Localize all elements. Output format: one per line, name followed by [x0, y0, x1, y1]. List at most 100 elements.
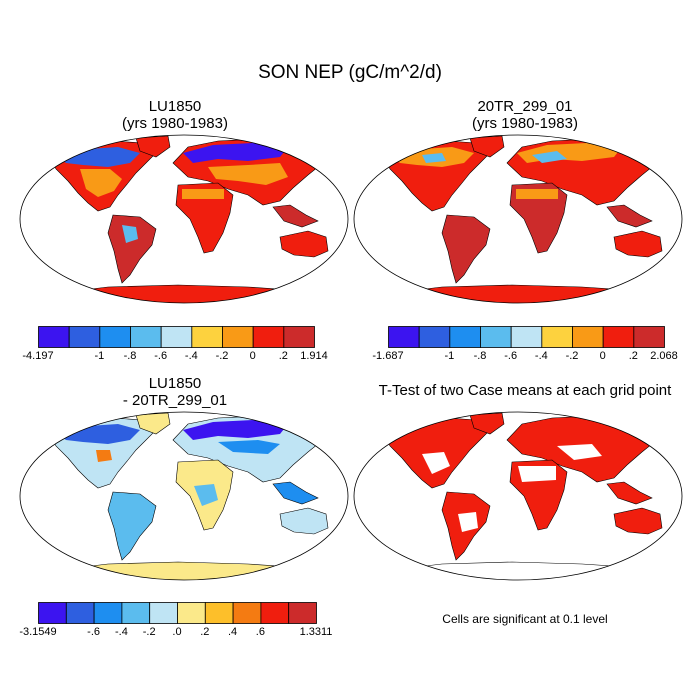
colorbar-1-swatch-6: [222, 326, 254, 348]
panel-1-title-line1: LU1850: [148, 98, 202, 115]
colorbar-3-label-5: .2: [200, 626, 210, 638]
map-3-us-patch: [96, 450, 112, 462]
colorbar-1-swatch-3: [130, 326, 162, 348]
map-1-sahara: [182, 189, 224, 199]
map-1-north-america-interior: [80, 169, 122, 197]
map-4-north-america-gap: [422, 452, 450, 474]
map-4-antarctica: [370, 561, 673, 580]
colorbar-2-label-1: -1: [444, 350, 455, 362]
colorbar-3-swatch-0: [38, 602, 67, 624]
colorbar-3-swatch-7: [232, 602, 262, 624]
panel-4-title: T-Test of two Case means at each grid po…: [378, 382, 672, 399]
panel-1-title-line2: (yrs 1980-1983): [122, 115, 228, 132]
colorbar-1-swatch-8: [283, 326, 315, 348]
colorbar-1-swatch-2: [99, 326, 131, 348]
map-panel-4: [353, 411, 683, 581]
colorbar-3-label-6: .4: [228, 626, 238, 638]
map-4-border: [353, 411, 683, 581]
map-3-eurasia-boreal: [183, 420, 288, 440]
colorbar-1-swatch-1: [68, 326, 101, 348]
colorbar-2: -1.687 -1 -.8 -.6 -.4 -.2 0 .2 2.068: [372, 326, 678, 363]
colorbar-2-label-2: -.8: [473, 350, 487, 362]
map-4-africa-gap: [518, 466, 556, 482]
panel-2-title: 20TR_299_01 (yrs 1980-1983): [410, 98, 640, 132]
map-panel-2: [353, 134, 683, 304]
map-4-south-america-gap: [458, 512, 478, 532]
colorbar-1-label-2: -.8: [123, 350, 137, 362]
colorbar-1-swatch-5: [191, 326, 223, 348]
colorbar-2-swatch-3: [480, 326, 512, 348]
map-1-eurasia-boreal: [183, 143, 288, 163]
colorbar-2-swatch-0: [388, 326, 420, 348]
colorbar-3-swatch-4: [149, 602, 178, 624]
colorbar-2-swatches: [388, 326, 665, 348]
colorbar-1: -4.197 -1 -.8 -.6 -.4 -.2 0 .2 1.914: [22, 326, 328, 363]
map-4-greenland: [469, 412, 505, 435]
colorbar-2-label-8: 2.068: [650, 350, 678, 362]
map-2-greenland: [469, 135, 505, 158]
panel-3-title-line1: LU1850: [148, 375, 202, 392]
colorbar-3-label-0: -3.1549: [19, 626, 57, 638]
colorbar-1-label-6: 0: [249, 350, 256, 362]
figure-title: SON NEP (gC/m^2/d): [258, 62, 442, 83]
colorbar-3-swatch-1: [65, 602, 95, 624]
map-3-africa-patch: [194, 484, 218, 506]
map-2-north-america-patch: [422, 153, 446, 163]
map-1-se-asia: [272, 204, 319, 228]
panel-1-title: LU1850 (yrs 1980-1983): [60, 98, 290, 132]
colorbar-1-label-0: -4.197: [22, 350, 54, 362]
colorbar-1-swatches: [38, 326, 315, 348]
colorbar-3-swatches: [38, 602, 317, 624]
colorbar-1-swatch-0: [38, 326, 70, 348]
colorbar-1-swatch-7: [252, 326, 285, 348]
map-3-border: [19, 411, 349, 581]
map-panel-3: [19, 411, 349, 581]
colorbar-3-label-8: 1.3311: [299, 626, 333, 638]
panel-3-title: LU1850 - 20TR_299_01: [60, 375, 290, 409]
colorbar-1-label-8: 1.914: [300, 350, 328, 362]
colorbar-2-label-5: -.2: [565, 350, 579, 362]
map-3-eurasia-mid: [218, 440, 280, 454]
colorbar-2-swatch-1: [418, 326, 451, 348]
panel-2-title-line1: 20TR_299_01: [477, 98, 573, 115]
map-1-australia: [279, 230, 329, 258]
colorbar-2-swatch-5: [541, 326, 573, 348]
map-2-africa: [509, 182, 568, 254]
colorbar-3-swatch-6: [204, 602, 234, 624]
colorbar-2-label-0: -1.687: [372, 350, 404, 362]
colorbar-3-label-2: -.4: [114, 626, 128, 638]
colorbar-2-swatch-7: [602, 326, 635, 348]
colorbar-1-label-5: -.2: [215, 350, 229, 362]
colorbar-3-swatch-5: [177, 602, 206, 624]
colorbar-2-label-6: 0: [599, 350, 606, 362]
map-2-border: [353, 134, 683, 304]
colorbar-3-label-1: -.6: [87, 626, 101, 638]
map-3-south-america: [107, 491, 157, 561]
panel-2-title-line2: (yrs 1980-1983): [472, 115, 578, 132]
map-4-eurasia-gap: [557, 444, 602, 460]
map-2-sahara: [516, 189, 558, 199]
map-2-antarctica: [370, 284, 673, 303]
map-1-antarctica: [36, 284, 339, 303]
map-3-se-asia: [272, 481, 319, 505]
colorbar-1-label-7: .2: [278, 350, 288, 362]
colorbar-3-swatch-9: [288, 602, 317, 624]
colorbar-3-swatch-8: [260, 602, 290, 624]
map-panel-1: [19, 134, 349, 304]
map-4-australia: [613, 507, 663, 535]
map-1-border: [19, 134, 349, 304]
map-1-eurasia-mid: [208, 163, 288, 185]
colorbar-2-swatch-8: [633, 326, 665, 348]
colorbar-2-swatch-2: [449, 326, 481, 348]
colorbar-1-swatch-4: [160, 326, 193, 348]
map-1-south-america: [107, 214, 157, 284]
colorbar-3-label-3: -.2: [142, 626, 156, 638]
map-3-greenland: [135, 412, 171, 435]
colorbar-2-label-3: -.6: [504, 350, 518, 362]
colorbar-3-swatch-2: [93, 602, 123, 624]
map-1-africa: [175, 182, 234, 254]
map-1-greenland: [135, 135, 171, 158]
map-3-antarctica: [36, 561, 339, 580]
map-1-amazon-patch: [122, 225, 138, 243]
colorbar-2-label-7: .2: [628, 350, 638, 362]
